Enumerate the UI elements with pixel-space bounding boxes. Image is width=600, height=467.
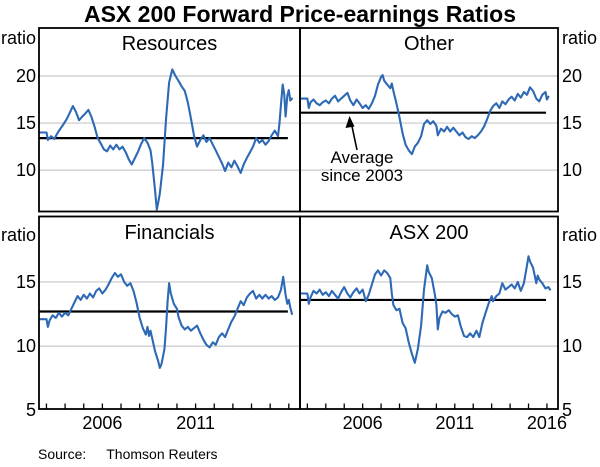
- y-tick-label-bottom-right-10: 10: [562, 336, 583, 357]
- series-line-1: [300, 74, 550, 156]
- x-tick-label-bottom-right-2011: 2011: [435, 413, 475, 433]
- series-line-0: [39, 68, 294, 211]
- panel-title-resources: Resources: [121, 33, 218, 55]
- y-tick-label-top-right-10: 10: [562, 160, 583, 181]
- average-annotation-line1: Average: [330, 148, 394, 167]
- y-tick-label-top-right-15: 15: [562, 113, 583, 134]
- y-tick-label-bottom-left-15: 15: [15, 271, 36, 292]
- series-line-2: [39, 271, 294, 369]
- average-annotation-line2: since 2003: [320, 166, 404, 185]
- x-tick-label-bottom-right-2016: 2016: [526, 413, 567, 433]
- y-tick-label-top-left-15: 15: [15, 113, 36, 134]
- panel-frame-1: [299, 27, 559, 213]
- y-tick-label-top-left-10: 10: [15, 160, 36, 181]
- panel-frame-3: [299, 215, 559, 410]
- x-tick-label-bottom-left-2006: 2006: [82, 413, 123, 433]
- annotation-arrow-head: [345, 116, 355, 128]
- source-note: Source: Thomson Reuters: [38, 446, 218, 462]
- x-tick-label-bottom-left-2011: 2011: [176, 413, 215, 433]
- panel-title-other: Other: [403, 33, 455, 55]
- y-tick-label-bottom-right-15: 15: [562, 271, 583, 292]
- ratio-label-bottom-right: ratio: [562, 225, 598, 245]
- chart-title: ASX 200 Forward Price-earnings Ratios: [83, 1, 517, 27]
- average-annotation: Average since 2003: [310, 149, 414, 185]
- annotation-arrow-shaft: [350, 123, 358, 151]
- ratio-label-bottom-left: ratio: [0, 225, 36, 245]
- ratio-label-top-left: ratio: [0, 28, 36, 48]
- source-label: Source:: [38, 446, 87, 462]
- y-tick-label-bottom-right-5: 5: [562, 400, 573, 421]
- panel-title-asx200: ASX 200: [389, 222, 469, 244]
- y-tick-label-top-right-20: 20: [562, 65, 583, 86]
- y-tick-label-bottom-left-10: 10: [15, 336, 36, 357]
- y-tick-label-top-left-20: 20: [15, 65, 36, 86]
- panel-frame-2: [38, 215, 301, 410]
- ratio-label-top-right: ratio: [562, 28, 598, 48]
- panel-title-financials: Financials: [124, 222, 215, 244]
- x-tick-label-bottom-right-2006: 2006: [342, 413, 383, 433]
- y-tick-label-bottom-left-5: 5: [25, 400, 36, 421]
- series-line-3: [300, 255, 552, 364]
- source-value: Thomson Reuters: [106, 446, 218, 462]
